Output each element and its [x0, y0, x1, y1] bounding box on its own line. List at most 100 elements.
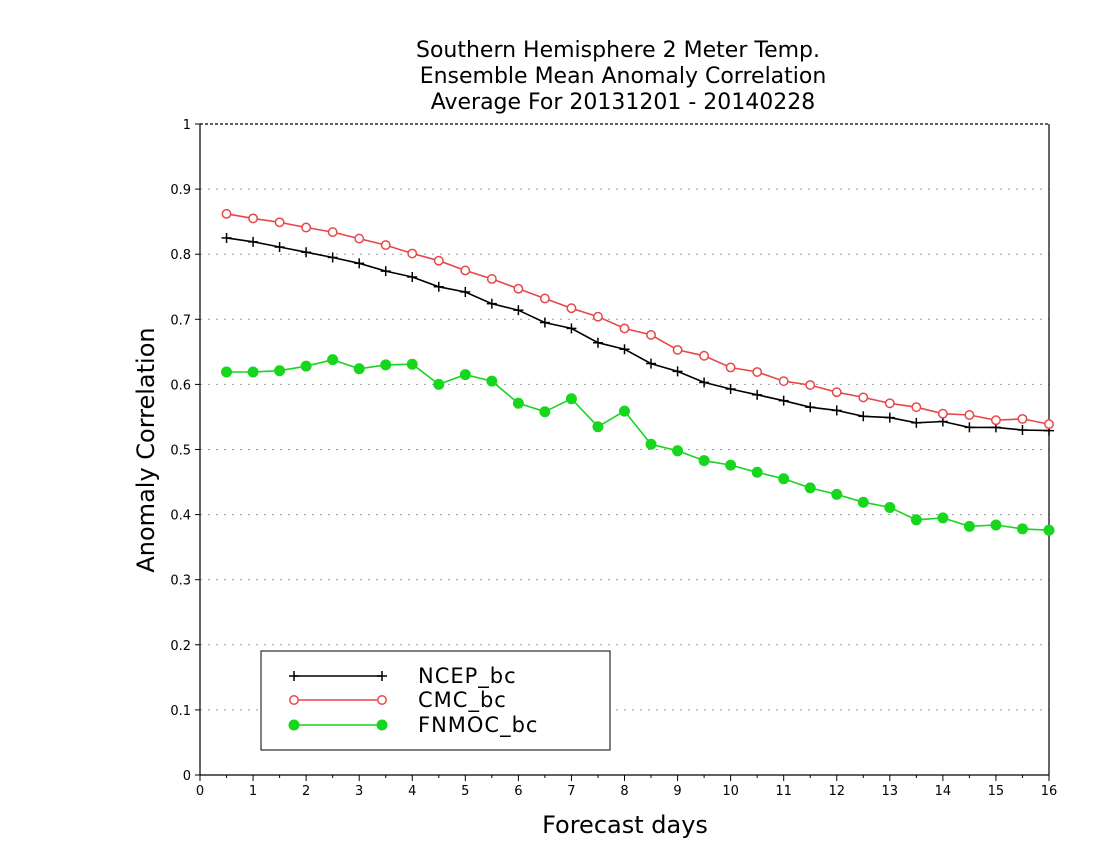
- legend-entry-cmc-bc: CMC_bc: [289, 688, 507, 713]
- legend-marker-start-cmc-bc: [289, 695, 299, 705]
- data-point-ncep-bc-22: [805, 402, 816, 413]
- data-point-ncep-bc-2: [274, 242, 285, 253]
- data-point-cmc-bc-28: [964, 410, 975, 420]
- data-point-fnmoc-bc-3: [300, 360, 312, 372]
- data-point-ncep-bc-3: [301, 247, 312, 258]
- x-tick-label-12: 12: [828, 784, 845, 799]
- data-point-cmc-bc-17: [672, 344, 683, 355]
- data-point-ncep-bc-4: [327, 252, 338, 263]
- title-line-3: Average For 20131201 - 20140228: [431, 90, 816, 115]
- data-point-ncep-bc-11: [513, 305, 524, 316]
- data-point-ncep-bc-20: [752, 389, 763, 400]
- series-line-cmc-bc: [226, 213, 1050, 425]
- title-line-1: Southern Hemisphere 2 Meter Temp.: [416, 38, 820, 63]
- data-point-fnmoc-bc-0: [221, 366, 233, 378]
- data-point-cmc-bc-15: [619, 323, 630, 334]
- data-point-fnmoc-bc-16: [645, 438, 657, 450]
- series-cmc-bc: [221, 208, 1054, 430]
- data-point-fnmoc-bc-10: [486, 375, 498, 387]
- x-tick-label-11: 11: [775, 784, 792, 799]
- data-point-fnmoc-bc-31: [1043, 524, 1055, 536]
- series-fnmoc-bc: [221, 354, 1055, 536]
- legend-label-cmc-bc: CMC_bc: [418, 688, 507, 713]
- data-series: [221, 208, 1055, 536]
- data-point-cmc-bc-5: [354, 233, 365, 244]
- data-point-ncep-bc-19: [725, 383, 736, 394]
- data-point-fnmoc-bc-7: [406, 358, 418, 370]
- y-tick-label-8: 0.8: [170, 248, 191, 263]
- chart-title: Southern Hemisphere 2 Meter Temp. Ensemb…: [416, 38, 826, 115]
- x-tick-label-14: 14: [935, 784, 952, 799]
- legend-label-ncep-bc: NCEP_bc: [418, 664, 517, 689]
- series-ncep-bc: [221, 232, 1054, 436]
- data-point-fnmoc-bc-2: [274, 365, 286, 377]
- data-point-fnmoc-bc-13: [565, 393, 577, 405]
- data-point-fnmoc-bc-17: [672, 445, 684, 457]
- data-point-fnmoc-bc-27: [937, 512, 949, 524]
- data-point-fnmoc-bc-12: [539, 406, 551, 418]
- x-tick-label-4: 4: [408, 784, 416, 799]
- y-axis-title: Anomaly Correlation: [132, 327, 160, 572]
- data-point-fnmoc-bc-24: [857, 496, 869, 508]
- x-tick-label-3: 3: [355, 784, 363, 799]
- data-point-ncep-bc-1: [248, 236, 259, 247]
- data-point-cmc-bc-11: [513, 283, 524, 294]
- data-point-ncep-bc-18: [699, 377, 710, 388]
- data-point-fnmoc-bc-14: [592, 421, 604, 433]
- data-point-cmc-bc-29: [990, 415, 1001, 426]
- data-point-cmc-bc-0: [221, 208, 232, 219]
- data-point-cmc-bc-3: [301, 222, 312, 233]
- data-point-fnmoc-bc-20: [751, 466, 763, 478]
- data-point-cmc-bc-13: [566, 303, 577, 314]
- axes: 00.10.20.30.40.50.60.70.80.910 1 2 3 4 5 6 7 8 9 1…: [170, 118, 1057, 799]
- data-point-fnmoc-bc-9: [459, 369, 471, 381]
- legend-marker-end-fnmoc-bc: [376, 719, 388, 731]
- series-line-ncep-bc: [226, 237, 1050, 432]
- data-point-ncep-bc-28: [964, 422, 975, 433]
- y-tick-label-10: 1: [183, 118, 191, 133]
- y-tick-label-6: 0.6: [170, 378, 191, 393]
- data-point-ncep-bc-5: [354, 258, 365, 269]
- data-point-cmc-bc-26: [911, 402, 922, 413]
- data-point-cmc-bc-1: [248, 213, 259, 224]
- data-point-fnmoc-bc-19: [725, 459, 737, 471]
- data-point-fnmoc-bc-5: [353, 363, 365, 375]
- data-point-cmc-bc-16: [646, 329, 656, 340]
- data-point-fnmoc-bc-18: [698, 455, 710, 467]
- data-point-ncep-bc-15: [619, 344, 630, 355]
- data-point-ncep-bc-10: [486, 298, 497, 309]
- data-point-ncep-bc-16: [646, 358, 657, 369]
- y-tick-label-1: 0.1: [170, 704, 191, 719]
- data-point-cmc-bc-31: [1044, 419, 1054, 430]
- data-point-fnmoc-bc-22: [804, 482, 816, 494]
- data-point-cmc-bc-24: [858, 392, 869, 403]
- legend-marker-end-cmc-bc: [377, 695, 387, 705]
- data-point-ncep-bc-26: [911, 417, 922, 428]
- data-point-cmc-bc-21: [778, 376, 789, 387]
- series-line-fnmoc-bc: [226, 358, 1050, 531]
- data-point-ncep-bc-6: [380, 266, 391, 277]
- data-point-ncep-bc-21: [778, 395, 789, 406]
- x-tick-label-5: 5: [461, 784, 469, 799]
- data-point-cmc-bc-6: [380, 240, 391, 251]
- data-point-cmc-bc-10: [486, 273, 497, 284]
- data-point-cmc-bc-4: [327, 227, 338, 238]
- x-tick-label-2: 2: [302, 784, 310, 799]
- data-point-fnmoc-bc-21: [778, 473, 790, 485]
- data-point-cmc-bc-30: [1017, 413, 1028, 424]
- legend-entry-fnmoc-bc: FNMOC_bc: [288, 713, 538, 738]
- data-point-fnmoc-bc-11: [512, 397, 524, 409]
- data-point-fnmoc-bc-26: [910, 514, 922, 526]
- x-tick-label-0: 0: [196, 784, 204, 799]
- data-point-ncep-bc-14: [592, 337, 603, 348]
- x-axis-title: Forecast days: [542, 811, 708, 839]
- legend-marker-start-fnmoc-bc: [288, 719, 300, 731]
- y-tick-label-4: 0.4: [170, 509, 191, 524]
- legend-label-fnmoc-bc: FNMOC_bc: [418, 713, 538, 738]
- y-tick-label-0: 0: [183, 769, 191, 784]
- data-point-cmc-bc-23: [831, 387, 842, 398]
- x-tick-label-9: 9: [673, 784, 681, 799]
- data-point-ncep-bc-9: [460, 286, 471, 297]
- x-tick-label-15: 15: [988, 784, 1005, 799]
- data-point-fnmoc-bc-30: [1016, 523, 1028, 535]
